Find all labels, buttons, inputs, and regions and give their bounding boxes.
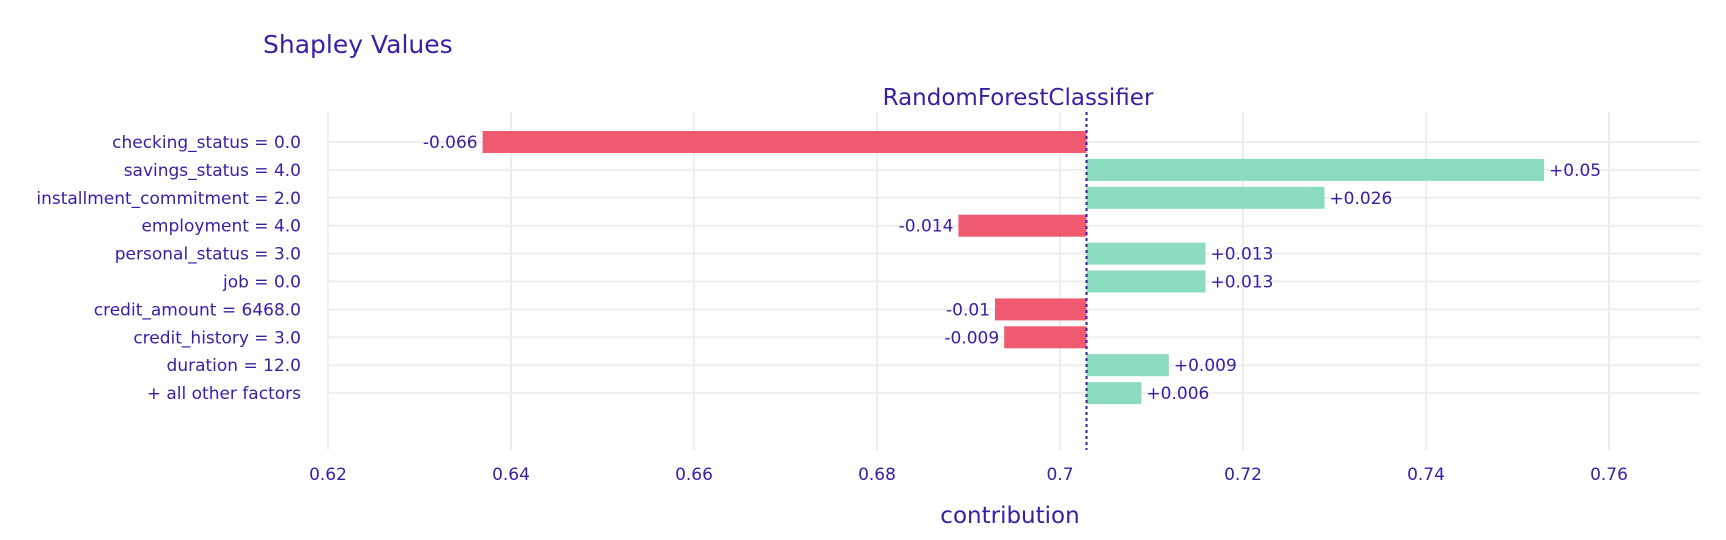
x-tick-label: 0.72: [1224, 465, 1262, 485]
value-label: +0.026: [1329, 189, 1392, 209]
x-tick-labels: 0.62 0.64 0.66 0.68 0.7 0.72 0.74 0.76: [309, 465, 1628, 485]
value-label: -0.066: [423, 133, 478, 153]
value-label: +0.05: [1549, 161, 1601, 181]
chart-title: Shapley Values: [263, 30, 453, 59]
category-label: employment = 4.0: [141, 217, 301, 237]
bar: [1086, 242, 1206, 265]
category-label: checking_status = 0.0: [112, 133, 301, 153]
x-tick-label: 0.68: [858, 465, 896, 485]
value-label: -0.009: [944, 328, 999, 348]
chart-subtitle: RandomForestClassifier: [883, 85, 1154, 111]
bars: [482, 131, 1545, 405]
x-axis-label: contribution: [940, 503, 1079, 529]
bar: [1086, 354, 1169, 377]
category-label: + all other factors: [147, 384, 301, 404]
x-tick-label: 0.74: [1407, 465, 1445, 485]
category-label: savings_status = 4.0: [124, 161, 301, 181]
x-tick-label: 0.64: [492, 465, 530, 485]
x-tick-label: 0.62: [309, 465, 347, 485]
value-label: -0.014: [899, 217, 954, 237]
value-label: +0.013: [1210, 273, 1273, 293]
bar: [482, 131, 1087, 153]
category-label: installment_commitment = 2.0: [36, 189, 301, 209]
value-label: +0.013: [1210, 245, 1273, 265]
category-label: job = 0.0: [222, 273, 301, 293]
value-labels: -0.066 +0.05 +0.026 -0.014 +0.013 +0.013 -0.01…: [423, 133, 1601, 404]
category-label: personal_status = 3.0: [115, 245, 301, 265]
bar: [995, 298, 1087, 321]
value-label: +0.006: [1146, 384, 1209, 404]
x-tick-label: 0.76: [1590, 465, 1628, 485]
bar: [958, 214, 1087, 237]
category-label: credit_amount = 6468.0: [94, 300, 301, 320]
bar: [1086, 158, 1545, 181]
category-labels: checking_status = 0.0 savings_status = 4.…: [36, 133, 301, 404]
value-label: -0.01: [946, 300, 990, 320]
bar: [1086, 382, 1142, 405]
value-label: +0.009: [1174, 356, 1237, 376]
bar: [1086, 270, 1206, 293]
category-label: duration = 12.0: [167, 356, 301, 376]
x-tick-label: 0.66: [675, 465, 713, 485]
bar: [1004, 326, 1087, 349]
bar: [1086, 186, 1325, 209]
category-label: credit_history = 3.0: [133, 328, 301, 348]
x-tick-label: 0.7: [1046, 465, 1073, 485]
